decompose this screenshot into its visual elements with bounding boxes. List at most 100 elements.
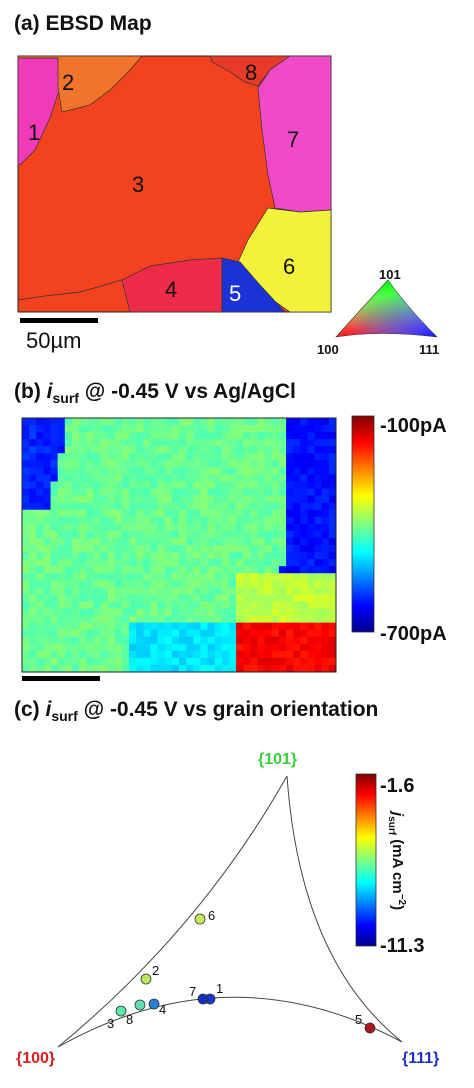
current-map-pixel — [193, 594, 201, 602]
current-map-pixel — [200, 439, 208, 447]
current-map-pixel — [314, 467, 323, 475]
current-map-pixel — [129, 615, 137, 624]
current-map-pixel — [264, 573, 273, 581]
current-map-pixel — [221, 425, 230, 433]
current-map-pixel — [236, 453, 244, 461]
current-map-pixel — [300, 425, 308, 433]
current-map-pixel — [43, 467, 51, 475]
current-map-pixel — [264, 664, 273, 673]
current-map-pixel — [228, 502, 237, 511]
current-map-pixel — [207, 552, 216, 560]
current-map-pixel — [293, 580, 301, 588]
current-map-pixel — [150, 650, 158, 659]
current-map-pixel — [179, 460, 187, 468]
current-map-pixel — [86, 432, 94, 440]
current-map-pixel — [57, 552, 66, 560]
current-map-pixel — [136, 418, 144, 426]
current-map-pixel — [271, 657, 280, 666]
current-map-pixel — [286, 530, 294, 539]
current-map-pixel — [179, 657, 187, 666]
current-map-pixel — [200, 601, 208, 609]
current-map-pixel — [243, 509, 251, 518]
current-map-pixel — [193, 566, 201, 574]
current-map-pixel — [107, 495, 116, 504]
current-map-pixel — [171, 481, 180, 489]
orientation-point-label-4: 4 — [159, 1002, 166, 1017]
current-map-pixel — [193, 622, 201, 631]
current-map-pixel — [264, 552, 273, 560]
current-map-pixel — [271, 573, 280, 581]
current-map-pixel — [264, 481, 273, 489]
current-map-pixel — [150, 615, 158, 624]
current-map-pixel — [129, 608, 137, 616]
current-map-pixel — [100, 509, 109, 518]
current-map-pixel — [293, 502, 301, 511]
current-map-pixel — [321, 453, 330, 461]
current-map-pixel — [286, 523, 294, 532]
current-map-pixel — [114, 559, 123, 567]
current-map-pixel — [236, 432, 244, 440]
current-map-pixel — [100, 467, 109, 475]
current-map-pixel — [186, 439, 194, 447]
orientation-triangle — [57, 775, 403, 1048]
current-map-pixel — [307, 481, 315, 489]
current-map-pixel — [143, 530, 151, 539]
current-map-pixel — [328, 523, 337, 532]
current-map-pixel — [150, 580, 158, 588]
current-map-pixel — [143, 601, 151, 609]
current-map-pixel — [300, 608, 308, 616]
current-map-pixel — [100, 488, 109, 497]
current-map-pixel — [328, 650, 337, 659]
current-map-pixel — [214, 545, 223, 553]
current-map-pixel — [171, 453, 180, 461]
current-map-pixel — [150, 467, 158, 475]
current-map-pixel — [171, 650, 180, 659]
current-map-pixel — [64, 622, 73, 631]
current-map-pixel — [29, 453, 37, 461]
current-map-pixel — [71, 460, 80, 468]
current-map-pixel — [286, 446, 294, 454]
current-map-pixel — [264, 509, 273, 518]
current-map-pixel — [22, 530, 30, 539]
current-map-pixel — [50, 657, 59, 666]
current-map-pixel — [129, 523, 137, 532]
current-map-pixel — [228, 432, 237, 440]
current-map-pixel — [86, 664, 94, 673]
current-map-pixel — [57, 580, 66, 588]
current-map-pixel — [129, 418, 137, 426]
current-map-pixel — [64, 432, 73, 440]
current-map-pixel — [100, 657, 109, 666]
current-map-pixel — [100, 664, 109, 673]
current-map-pixel — [221, 446, 230, 454]
current-map-pixel — [79, 432, 87, 440]
corner-label-101: {101} — [258, 751, 297, 768]
current-map-pixel — [293, 474, 301, 482]
current-map-pixel — [200, 495, 208, 504]
current-map-pixel — [22, 453, 30, 461]
current-map-pixel — [221, 580, 230, 588]
current-map-pixel — [328, 664, 337, 673]
current-map-pixel — [36, 601, 44, 609]
current-map-pixel — [93, 615, 101, 624]
current-map-pixel — [143, 580, 151, 588]
current-map-pixel — [214, 488, 223, 497]
current-map-pixel — [114, 474, 123, 482]
current-map-pixel — [36, 622, 44, 631]
orientation-point-label-7: 7 — [189, 984, 196, 999]
current-map-pixel — [314, 439, 323, 447]
current-map-pixel — [157, 573, 166, 581]
current-map-pixel — [221, 573, 230, 581]
current-map-pixel — [300, 643, 308, 652]
current-map-pixel — [64, 636, 73, 645]
current-map-pixel — [136, 439, 144, 447]
current-map-pixel — [228, 580, 237, 588]
current-map-pixel — [71, 537, 80, 546]
current-map-pixel — [293, 664, 301, 673]
current-map-pixel — [50, 537, 59, 546]
current-map-pixel — [171, 460, 180, 468]
current-map-pixel — [321, 573, 330, 581]
grain-label-7: 7 — [287, 127, 299, 152]
current-map-pixel — [150, 418, 158, 426]
current-map-pixel — [143, 622, 151, 631]
current-map-pixel — [221, 664, 230, 673]
